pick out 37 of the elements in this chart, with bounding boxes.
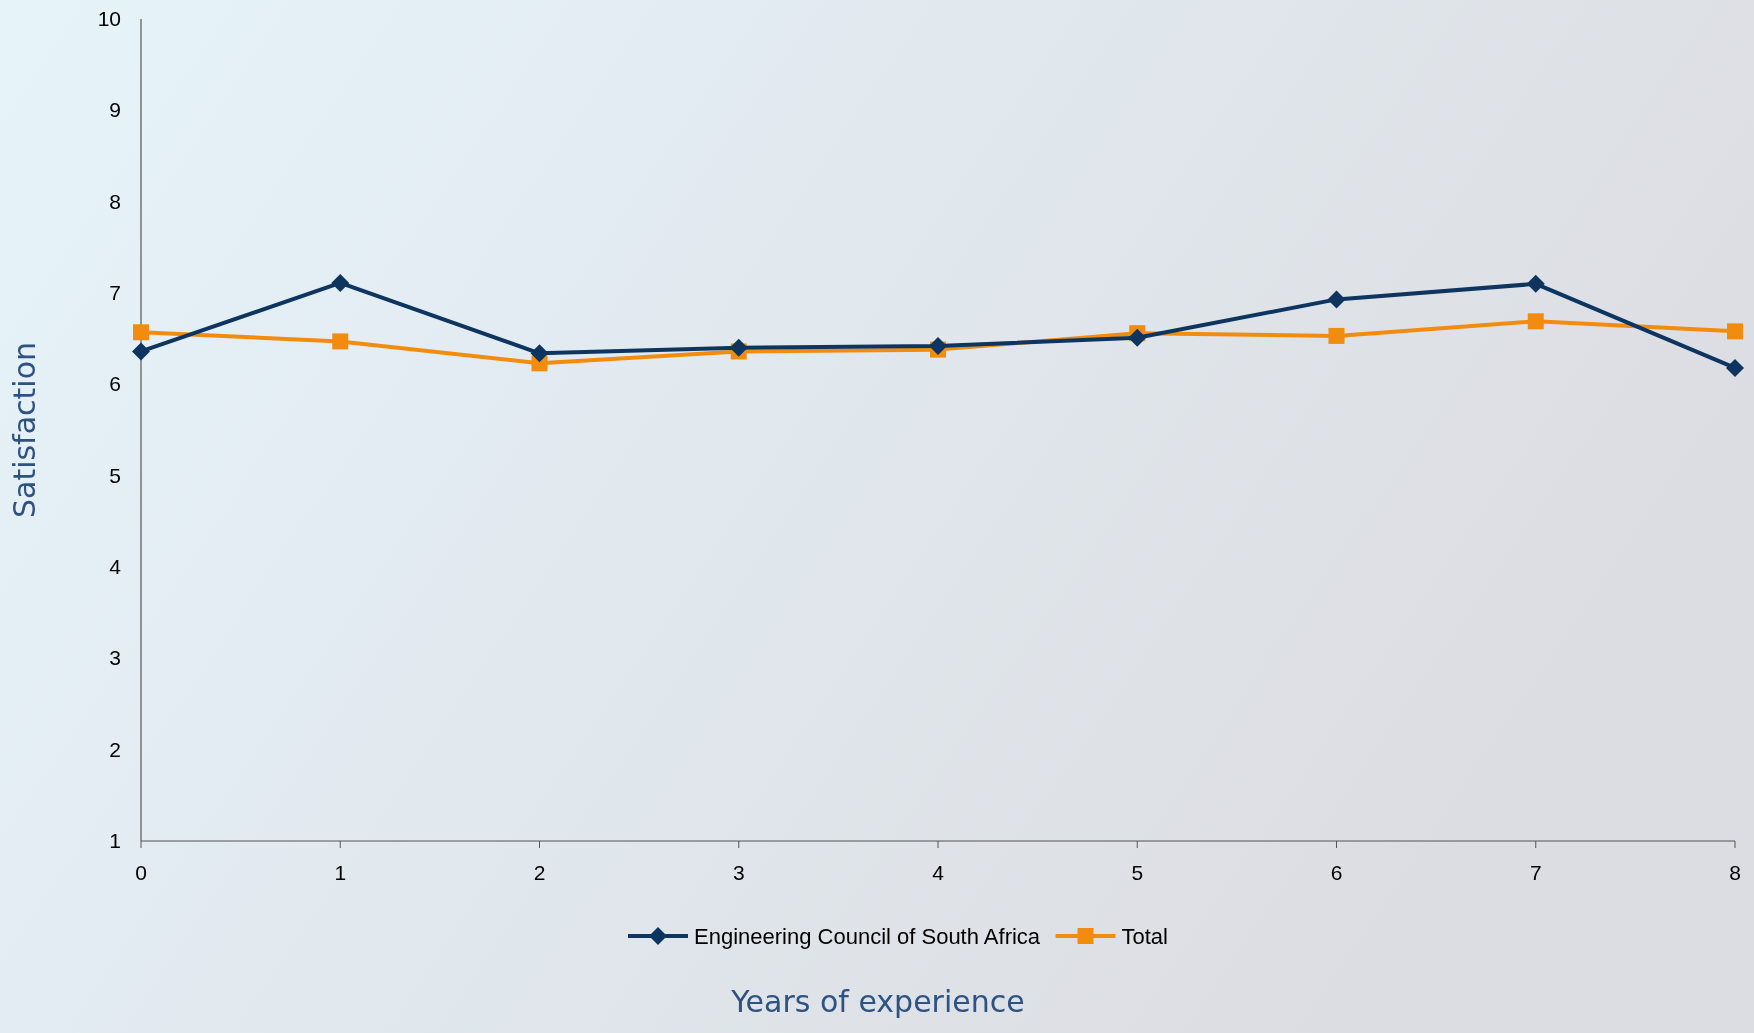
point (133, 324, 149, 341)
point (1526, 274, 1545, 293)
point (331, 273, 350, 292)
y-tick-label: 9 (109, 98, 121, 122)
x-tick-label: 2 (533, 861, 546, 884)
point (1527, 313, 1544, 330)
y-tick-label: 8 (109, 189, 121, 213)
point (332, 333, 349, 350)
point (1128, 328, 1147, 347)
y-axis-title: Satisfaction (7, 341, 42, 519)
point (1726, 358, 1744, 377)
legend-label: Engineering Council of South Africa (694, 924, 1041, 949)
y-tick-label: 4 (109, 555, 122, 578)
x-tick-label: 6 (1330, 861, 1343, 884)
legend-label: Total (1121, 924, 1168, 949)
point (530, 344, 549, 363)
x-tick-label: 8 (1729, 861, 1741, 884)
y-tick-label: 1 (109, 829, 121, 852)
y-tick-label: 7 (109, 281, 121, 304)
x-tick-label: 4 (932, 861, 945, 884)
point (729, 338, 748, 357)
point (1327, 290, 1346, 309)
x-tick-label: 3 (732, 861, 745, 884)
point (1727, 323, 1743, 340)
x-tick-label: 1 (334, 861, 347, 884)
point (132, 342, 150, 361)
y-tick-label: 3 (109, 646, 121, 670)
y-tick-label: 10 (97, 7, 121, 30)
y-tick-label: 5 (109, 463, 121, 487)
point (1328, 327, 1345, 344)
y-tick-label: 2 (109, 737, 121, 761)
y-tick-label: 6 (109, 372, 121, 396)
x-axis-title: Years of experience (730, 984, 1025, 1019)
x-tick-label: 0 (135, 861, 147, 884)
point (929, 336, 947, 355)
x-tick-label: 7 (1529, 861, 1542, 884)
x-tick-label: 5 (1131, 861, 1144, 884)
